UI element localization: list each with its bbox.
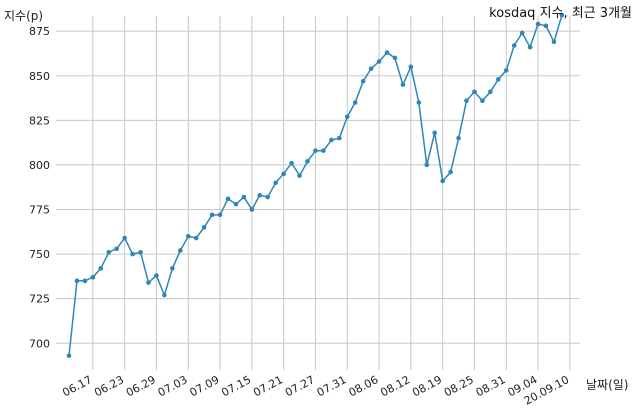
data-point	[130, 251, 135, 257]
y-tick-label: 875	[29, 25, 50, 38]
data-point	[376, 59, 382, 64]
data-point	[146, 280, 151, 285]
data-point	[66, 353, 72, 359]
data-point	[496, 77, 501, 82]
data-point	[321, 148, 326, 153]
data-point	[217, 212, 223, 218]
data-point	[551, 39, 557, 45]
data-point	[416, 100, 422, 105]
data-point	[185, 233, 191, 239]
data-point	[535, 21, 541, 27]
x-tick-label: 08.25	[442, 373, 476, 399]
data-point	[519, 30, 525, 36]
x-tick-label: 06.23	[92, 373, 126, 399]
data-point	[74, 278, 80, 284]
data-point	[488, 89, 493, 95]
data-point	[122, 235, 127, 241]
data-point	[352, 100, 358, 105]
data-point	[209, 212, 215, 218]
y-tick-label: 700	[29, 337, 50, 350]
data-point	[392, 55, 398, 61]
data-point	[400, 82, 406, 87]
data-point	[225, 196, 231, 202]
data-point	[154, 273, 159, 278]
data-point	[464, 98, 469, 104]
data-point	[344, 114, 350, 120]
data-point	[90, 274, 96, 280]
data-point	[368, 66, 374, 71]
x-tick-label: 07.03	[156, 373, 190, 399]
y-tick-label: 800	[29, 159, 50, 172]
data-point	[313, 148, 318, 153]
x-tick-label: 07.31	[315, 373, 349, 399]
data-point	[337, 135, 342, 141]
data-point	[201, 225, 207, 230]
data-point	[162, 292, 167, 298]
data-point	[305, 159, 310, 164]
grid-lines	[56, 16, 580, 370]
x-axis-label: 날짜(일)	[586, 378, 628, 392]
data-point	[106, 250, 112, 255]
x-tick-label: 08.06	[347, 373, 381, 399]
data-point	[511, 43, 517, 48]
x-tick-label: 08.19	[410, 373, 444, 399]
data-point	[503, 68, 509, 73]
data-point	[281, 171, 286, 177]
x-tick-label: 06.17	[60, 373, 94, 399]
data-point	[249, 207, 255, 212]
x-tick-label: 08.31	[474, 373, 508, 399]
x-tick-labels: 06.1706.2306.2907.0307.0907.1507.2107.27…	[60, 373, 571, 407]
data-point	[527, 44, 533, 50]
data-point	[257, 192, 263, 198]
data-point	[297, 173, 302, 178]
data-point	[448, 169, 453, 175]
data-point	[289, 160, 294, 166]
data-point	[114, 246, 119, 252]
data-point	[559, 12, 565, 18]
data-point	[233, 201, 239, 207]
data-point	[329, 137, 334, 143]
y-axis-label: 지수(p)	[4, 9, 43, 23]
data-point	[170, 266, 175, 271]
y-tick-labels: 700 725 750 775 800 825 850 875	[29, 25, 50, 350]
data-point	[98, 266, 104, 271]
y-tick-label: 725	[29, 293, 50, 306]
data-point	[480, 98, 485, 104]
x-tick-label: 08.12	[378, 373, 412, 399]
data-point	[440, 178, 445, 184]
data-point	[432, 130, 438, 136]
data-point	[424, 162, 430, 168]
data-point	[178, 248, 183, 253]
data-point	[408, 64, 414, 70]
data-point	[360, 78, 366, 84]
data-point	[241, 194, 247, 200]
data-points	[66, 12, 565, 359]
x-tick-label: 07.09	[188, 373, 222, 399]
x-tick-label: 06.29	[124, 373, 158, 399]
x-tick-label: 07.15	[219, 373, 253, 399]
y-tick-label: 750	[29, 248, 50, 261]
data-point	[265, 194, 271, 200]
data-point	[138, 250, 143, 255]
chart-title: kosdaq 지수, 최근 3개월	[489, 6, 632, 21]
x-tick-label: 07.21	[251, 373, 285, 399]
y-tick-label: 850	[29, 70, 50, 83]
data-point	[543, 23, 549, 29]
x-tick-label: 07.27	[283, 373, 317, 399]
data-point	[472, 89, 477, 95]
data-point	[193, 235, 199, 241]
data-point	[456, 135, 461, 141]
y-tick-label: 775	[29, 204, 50, 217]
data-point	[82, 278, 88, 284]
data-point	[384, 50, 390, 55]
y-tick-label: 825	[29, 114, 50, 127]
data-point	[273, 180, 279, 186]
